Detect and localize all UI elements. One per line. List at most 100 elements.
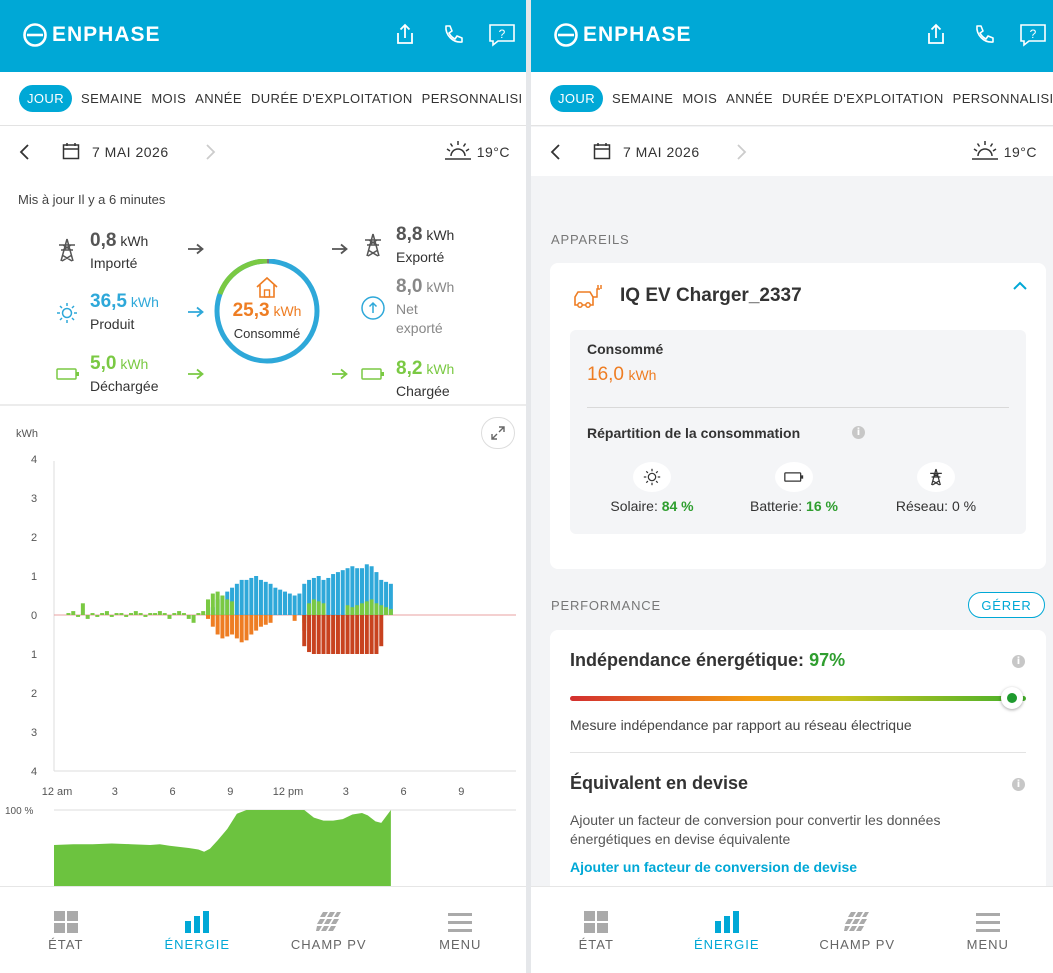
- info-icon[interactable]: i: [1012, 655, 1025, 668]
- battery-icon: [56, 368, 79, 380]
- chart-bar: [254, 576, 259, 615]
- phone-icon[interactable]: [971, 22, 997, 48]
- chart-bar: [172, 613, 177, 615]
- info-icon[interactable]: i: [852, 426, 865, 439]
- grid-squares-icon: [584, 911, 609, 933]
- manage-button[interactable]: GÉRER: [968, 592, 1045, 618]
- nav-menu[interactable]: MENU: [923, 887, 1053, 973]
- chart-bar: [263, 615, 268, 625]
- consumed-label: Consommé: [233, 325, 301, 341]
- nav-pv-field-label: CHAMP PV: [819, 937, 896, 952]
- y-tick-label: 3: [31, 493, 37, 505]
- chart-bar: [167, 615, 172, 619]
- chart-bar: [321, 579, 326, 615]
- chart-bar: [335, 615, 340, 654]
- nav-menu-label: MENU: [966, 937, 1009, 952]
- divider: [0, 404, 526, 406]
- breakdown-grid-label: Réseau:: [895, 498, 949, 514]
- help-icon[interactable]: ?: [488, 22, 516, 48]
- chart-bar: [258, 579, 263, 615]
- y-tick-label: 0: [31, 610, 37, 622]
- chart-bar: [234, 583, 239, 615]
- chart-bar: [239, 579, 244, 615]
- current-date[interactable]: 7 MAI 2026: [623, 144, 700, 160]
- charged-stat: 8,2 kWh Chargée: [396, 356, 454, 401]
- y-axis-label: kWh: [16, 428, 38, 440]
- top-bar: ENPHASE ?: [0, 0, 526, 72]
- phone-icon[interactable]: [440, 22, 466, 48]
- y-tick-label: 3: [31, 727, 37, 739]
- net-exported-unit: kWh: [426, 279, 455, 295]
- current-date[interactable]: 7 MAI 2026: [92, 144, 169, 160]
- calendar-icon[interactable]: [62, 142, 80, 160]
- chart-bar: [307, 615, 312, 653]
- y-tick-label: 1: [31, 649, 37, 661]
- tab-custom[interactable]: PERSONNALISI: [952, 91, 1053, 106]
- tab-day[interactable]: JOUR: [19, 85, 72, 112]
- chart-bar: [388, 609, 393, 615]
- date-bar: 7 MAI 2026 19°C: [0, 127, 526, 176]
- chevron-left-icon[interactable]: [18, 142, 32, 162]
- share-icon[interactable]: [392, 22, 418, 48]
- tab-month[interactable]: MOIS: [682, 91, 718, 106]
- chart-bar: [311, 615, 316, 654]
- brand-name: ENPHASE: [52, 23, 161, 46]
- chart-bar: [230, 587, 235, 615]
- screen-divider: [526, 0, 531, 973]
- chart-bar: [321, 603, 326, 615]
- expand-chart-button[interactable]: [481, 417, 515, 449]
- chart-bar: [181, 613, 186, 615]
- nav-energy[interactable]: ÉNERGIE: [132, 887, 264, 973]
- chart-bar: [364, 615, 369, 654]
- tab-lifetime[interactable]: DURÉE D'EXPLOITATION: [250, 91, 413, 106]
- chart-bar: [292, 615, 297, 621]
- tab-week[interactable]: SEMAINE: [612, 91, 674, 106]
- nav-energy[interactable]: ÉNERGIE: [662, 887, 793, 973]
- calendar-icon[interactable]: [593, 142, 611, 160]
- tab-year[interactable]: ANNÉE: [195, 91, 242, 106]
- tab-year[interactable]: ANNÉE: [726, 91, 773, 106]
- nav-state[interactable]: ÉTAT: [0, 887, 132, 973]
- chart-bar: [307, 603, 312, 615]
- tab-week[interactable]: SEMAINE: [81, 91, 143, 106]
- add-currency-factor-link[interactable]: Ajouter un facteur de conversion de devi…: [570, 859, 858, 875]
- discharged-value: 5,0: [90, 353, 117, 374]
- device-card: IQ EV Charger_2337 Consommé 16,0 kWh Rép…: [550, 263, 1046, 569]
- info-icon[interactable]: i: [1012, 778, 1025, 791]
- chevron-left-icon[interactable]: [549, 142, 563, 162]
- currency-description-2: énergétiques en devise équivalente: [570, 830, 791, 847]
- chart-bar: [283, 591, 287, 615]
- tab-day[interactable]: JOUR: [550, 85, 603, 112]
- breakdown-battery-value: 16 %: [806, 498, 838, 514]
- nav-pv-field[interactable]: CHAMP PV: [792, 887, 923, 973]
- discharged-stat: 5,0 kWh Déchargée: [90, 351, 159, 396]
- arrow-right-icon: [188, 243, 204, 255]
- breakdown-grid-value: 0 %: [951, 498, 977, 514]
- tab-custom[interactable]: PERSONNALISI: [421, 91, 523, 106]
- nav-menu[interactable]: MENU: [395, 887, 527, 973]
- independence-gauge-thumb: [1001, 687, 1024, 709]
- breakdown-title: Répartition de la consommation: [587, 425, 800, 441]
- device-details: Consommé 16,0 kWh Répartition de la cons…: [570, 330, 1026, 534]
- partly-sunny-icon: [972, 141, 998, 160]
- chart-bar: [374, 615, 379, 654]
- tab-month[interactable]: MOIS: [151, 91, 187, 106]
- independence-heading: Indépendance énergétique: 97%: [570, 650, 845, 671]
- brand-name: ENPHASE: [583, 23, 692, 46]
- ev-charger-icon: [574, 285, 602, 308]
- y-tick-label: 2: [31, 532, 37, 544]
- grid-tower-icon: [59, 238, 75, 262]
- chart-bar: [302, 583, 307, 615]
- chart-bar: [355, 605, 360, 615]
- share-icon[interactable]: [923, 22, 949, 48]
- independence-description: Mesure indépendance par rapport au résea…: [570, 717, 912, 733]
- chevron-up-icon[interactable]: [1012, 280, 1028, 292]
- bar-chart-icon: [714, 911, 739, 933]
- x-tick-label: 6: [169, 786, 175, 798]
- chart-bar: [220, 595, 225, 615]
- x-tick-label: 9: [227, 786, 233, 798]
- nav-pv-field[interactable]: CHAMP PV: [263, 887, 395, 973]
- nav-state[interactable]: ÉTAT: [531, 887, 662, 973]
- help-icon[interactable]: ?: [1019, 22, 1047, 48]
- tab-lifetime[interactable]: DURÉE D'EXPLOITATION: [781, 91, 944, 106]
